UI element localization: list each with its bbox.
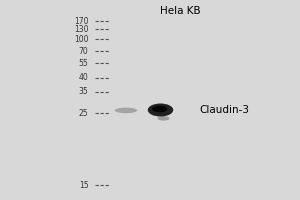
Ellipse shape bbox=[148, 104, 173, 116]
Text: 15: 15 bbox=[79, 180, 88, 190]
Text: 55: 55 bbox=[79, 58, 88, 68]
Ellipse shape bbox=[158, 116, 169, 121]
Text: 100: 100 bbox=[74, 34, 88, 44]
Text: 35: 35 bbox=[79, 88, 88, 97]
Text: 130: 130 bbox=[74, 24, 88, 33]
Text: 70: 70 bbox=[79, 46, 88, 55]
Text: Hela KB: Hela KB bbox=[160, 6, 200, 16]
Text: Claudin-3: Claudin-3 bbox=[200, 105, 250, 115]
Ellipse shape bbox=[152, 106, 167, 112]
Text: 25: 25 bbox=[79, 108, 88, 117]
Text: 170: 170 bbox=[74, 17, 88, 25]
Text: 40: 40 bbox=[79, 73, 88, 82]
Ellipse shape bbox=[115, 108, 137, 113]
